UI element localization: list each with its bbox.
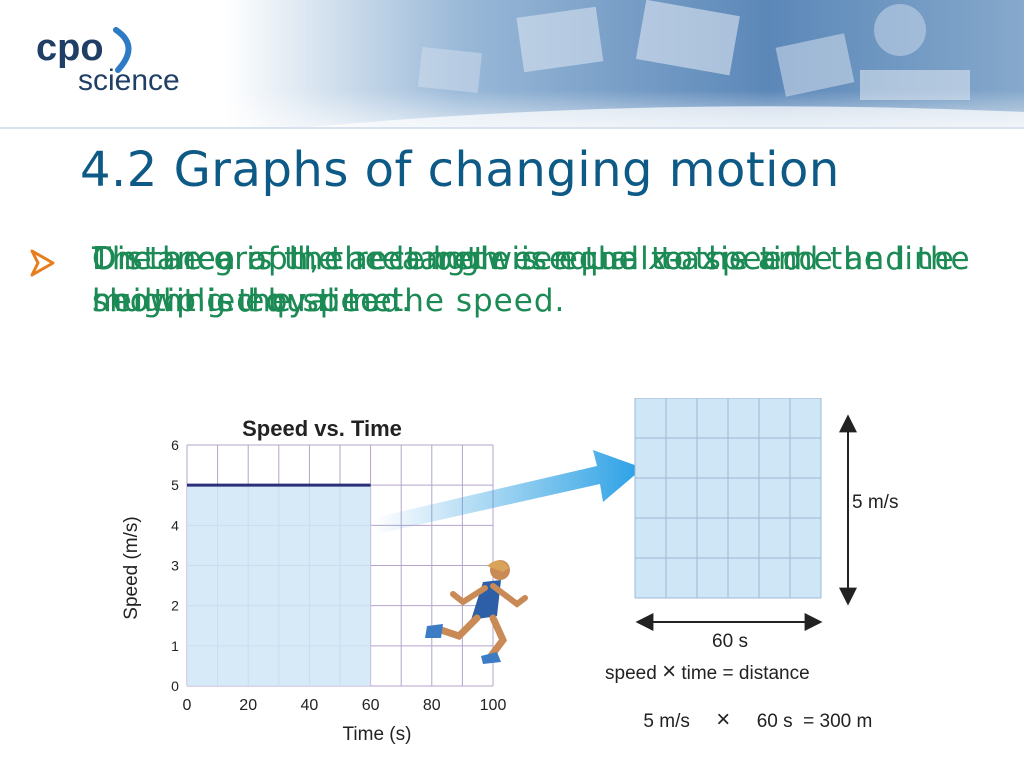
bullet-line-distance-prefix: Distance is the area between the (92, 241, 650, 277)
rectangle-height-label: 5 m/s (852, 492, 898, 513)
area-under-speed-line (187, 485, 371, 686)
x-axis-label: Time (s) (343, 724, 412, 745)
svg-text:science: science (78, 64, 180, 97)
calculation-text: 5 m/s × 60 s = 300 m (617, 706, 888, 733)
calc-speed: 5 m/s (643, 711, 689, 732)
bullet-line-area: The area of the rectangle is equal to sp… (92, 241, 804, 319)
x-tick-label: 40 (301, 697, 319, 714)
banner-illustration (418, 0, 970, 100)
cpo-science-logo: cpo science (36, 27, 180, 97)
y-tick-label: 2 (171, 598, 179, 614)
bullet-line-graph: On the graph, the length is equal to the… (92, 241, 971, 319)
calc-times-sign: × (716, 706, 730, 733)
bullet-line-distance-var: x (649, 241, 669, 277)
x-tick-labels: 0 20 40 60 80 100 (183, 697, 507, 714)
y-tick-labels: 0 1 2 3 4 5 6 (171, 437, 179, 694)
highlight-arrow (373, 450, 643, 534)
slide-title: 4.2 Graphs of changing motion (80, 142, 840, 198)
y-tick-label: 3 (171, 558, 179, 574)
x-tick-label: 100 (480, 697, 507, 714)
chart-shaded-area (187, 485, 371, 686)
header-banner (0, 0, 1024, 129)
formula-text: speed × time = distance (605, 658, 810, 685)
distance-rectangle (634, 398, 822, 599)
bullet-line-distance-suffix: -axis and the line showing the speed. (92, 241, 955, 319)
formula-times-sign: × (662, 658, 676, 685)
x-tick-label: 20 (239, 697, 257, 714)
x-tick-label: 80 (423, 697, 441, 714)
calc-rest: 60 s = 300 m (757, 711, 873, 732)
arrow-bullet-icon (30, 249, 55, 277)
y-tick-label: 1 (171, 638, 179, 654)
formula-speed: speed (605, 663, 657, 684)
x-tick-label: 0 (183, 697, 192, 714)
y-tick-label: 5 (171, 477, 179, 493)
y-tick-label: 0 (171, 678, 179, 694)
y-tick-label: 6 (171, 437, 179, 453)
y-tick-label: 4 (171, 517, 179, 533)
bullet-line-distance: Distance is the area between the x-axis … (92, 238, 972, 322)
formula-rest: time = distance (681, 663, 809, 684)
runner-illustration (425, 560, 528, 664)
chart-title: Speed vs. Time (242, 416, 402, 441)
rectangle-width-label: 60 s (712, 631, 748, 652)
y-axis-label: Speed (m/s) (121, 516, 142, 619)
speed-time-figure: Speed vs. Time 0 20 40 60 80 100 0 1 2 3 4 5 6 Time… (121, 398, 898, 745)
x-tick-label: 60 (362, 697, 380, 714)
svg-text:cpo: cpo (36, 27, 104, 69)
